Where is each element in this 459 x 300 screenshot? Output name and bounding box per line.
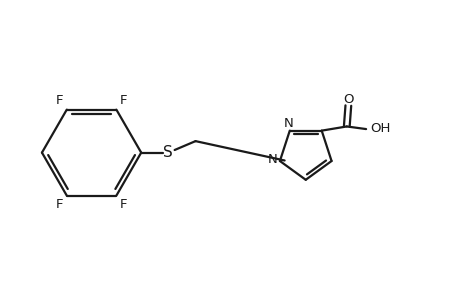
Text: F: F xyxy=(119,199,127,212)
Text: F: F xyxy=(119,94,127,107)
Text: F: F xyxy=(56,199,64,212)
Text: O: O xyxy=(342,93,353,106)
Text: F: F xyxy=(56,94,64,107)
Text: N: N xyxy=(283,117,293,130)
Text: OH: OH xyxy=(369,122,390,135)
Text: S: S xyxy=(163,145,173,160)
Text: N: N xyxy=(267,154,277,166)
